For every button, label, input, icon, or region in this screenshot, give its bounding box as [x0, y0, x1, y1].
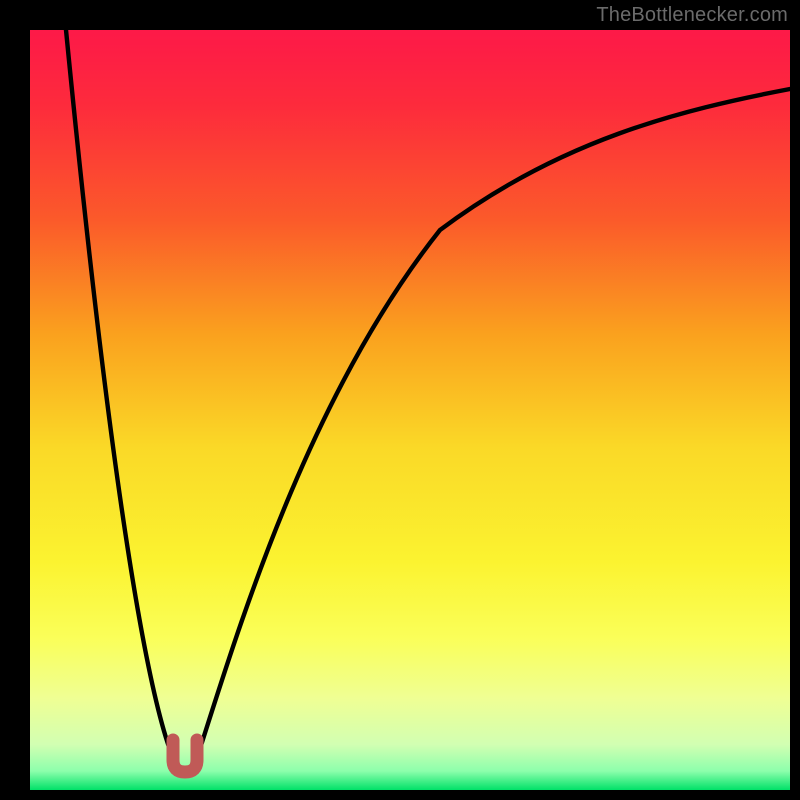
curve-left-branch — [66, 30, 173, 758]
curve-right-branch — [197, 89, 790, 758]
watermark-text: TheBottlenecker.com — [596, 4, 788, 27]
bottleneck-curve — [0, 0, 800, 800]
chart-stage: TheBottlenecker.com — [0, 0, 800, 800]
minimum-marker — [173, 740, 197, 772]
